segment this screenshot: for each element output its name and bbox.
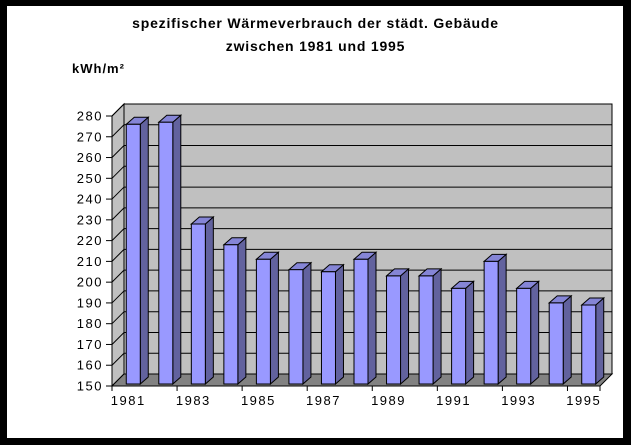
gridline-connector [111, 249, 125, 262]
bar-side-1990 [432, 267, 442, 386]
bar-side-1984 [237, 236, 247, 386]
bar-side-1994 [562, 294, 572, 386]
gridline-connector [111, 124, 125, 138]
gridline-connector [111, 290, 125, 304]
bar-side-1982 [172, 114, 182, 386]
y-tick-label: 150 [77, 379, 103, 394]
y-tick-label: 170 [77, 337, 103, 352]
y-tick-label: 280 [77, 109, 103, 124]
y-tick-label: 240 [77, 192, 103, 207]
y-tick-label: 260 [77, 150, 103, 165]
x-tick-label: 1991 [436, 393, 471, 408]
bar-1995 [581, 304, 597, 385]
y-tick-label: 230 [77, 212, 103, 227]
x-tick-label: 1993 [501, 393, 536, 408]
bar-1992 [483, 260, 499, 385]
y-tick-label: 190 [77, 295, 103, 310]
gridline-connector [111, 145, 125, 158]
bar-side-1986 [302, 261, 312, 386]
x-tick-label: 1981 [111, 393, 146, 408]
y-tick-label: 160 [77, 358, 103, 373]
gridline-connector [111, 228, 125, 241]
x-tick-label: 1987 [306, 393, 341, 408]
bar-side-1989 [400, 267, 410, 386]
y-tick-label: 270 [77, 129, 103, 144]
gridline-connector [111, 352, 125, 366]
y-tick-label: 220 [77, 233, 103, 248]
chart-title-line1: spezifischer Wärmeverbrauch der städt. G… [132, 15, 499, 31]
bar-1990 [418, 275, 434, 385]
y-axis-unit-label: kWh/m² [72, 61, 125, 76]
x-tick-label: 1985 [241, 393, 276, 408]
bar-1986 [288, 269, 304, 385]
bar-side-1988 [367, 251, 377, 386]
x-tick-label: 1983 [176, 393, 211, 408]
gridline-connector [111, 165, 125, 179]
gridline-connector [111, 207, 125, 221]
bar-1991 [451, 287, 467, 385]
gridline-connector [111, 332, 125, 345]
bar-1989 [386, 275, 402, 385]
bar-1982 [158, 121, 174, 385]
bar-1985 [255, 258, 271, 385]
bar-1981 [125, 123, 141, 385]
bar-1987 [320, 271, 336, 385]
y-tick-label: 250 [77, 171, 103, 186]
chart-title: spezifischer Wärmeverbrauch der städt. G… [0, 12, 631, 58]
gridline-connector [111, 103, 125, 117]
gridline-connector [111, 311, 125, 325]
side-wall [111, 102, 125, 388]
bar-1994 [548, 302, 564, 385]
gridline-connector [111, 186, 125, 200]
bar-1988 [353, 258, 369, 385]
bar-1993 [516, 287, 532, 385]
y-tick-label: 210 [77, 254, 103, 269]
y-tick-label: 200 [77, 275, 103, 290]
gridline-connector [111, 269, 125, 283]
bar-side-1993 [530, 280, 540, 386]
bar-side-1992 [497, 253, 507, 386]
bar-1983 [190, 223, 206, 385]
bar-side-1983 [204, 215, 214, 386]
bar-side-1995 [595, 296, 605, 386]
x-tick-label: 1995 [566, 393, 601, 408]
bar-side-1991 [465, 280, 475, 386]
y-tick-label: 180 [77, 316, 103, 331]
x-tick-label: 1989 [371, 393, 406, 408]
bar-1984 [223, 244, 239, 385]
bar-side-1987 [334, 263, 344, 386]
bar-side-1981 [139, 116, 149, 386]
chart-title-line2: zwischen 1981 und 1995 [225, 38, 406, 54]
bar-side-1985 [269, 251, 279, 386]
